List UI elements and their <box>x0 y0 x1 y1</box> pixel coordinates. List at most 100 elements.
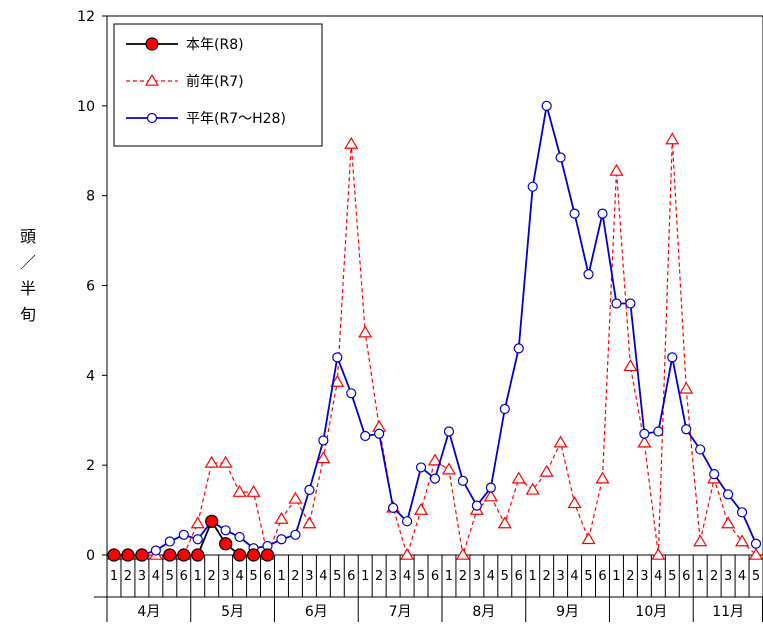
period-label: 5 <box>333 569 341 584</box>
period-label: 2 <box>459 569 467 584</box>
period-label: 4 <box>570 569 578 584</box>
period-label: 3 <box>305 569 313 584</box>
data-point <box>651 547 666 560</box>
data-point <box>441 462 457 475</box>
data-point <box>553 435 568 448</box>
data-point <box>555 152 566 163</box>
data-point <box>413 502 429 515</box>
data-point <box>288 491 303 504</box>
series-previous-year <box>106 132 763 560</box>
data-point <box>595 471 610 484</box>
y-axis-title-char: 旬 <box>20 305 36 324</box>
period-label: 1 <box>277 569 285 584</box>
data-point <box>220 525 231 536</box>
data-point <box>415 462 427 473</box>
period-label: 4 <box>319 569 327 584</box>
period-label: 4 <box>487 569 495 584</box>
period-label: 6 <box>598 569 606 584</box>
data-point <box>611 298 622 309</box>
data-point <box>679 381 694 394</box>
data-point <box>330 374 345 387</box>
data-point <box>177 548 191 562</box>
period-label: 3 <box>473 569 481 584</box>
data-point <box>695 444 706 455</box>
data-point <box>344 136 359 149</box>
period-label: 3 <box>138 569 146 584</box>
data-point <box>234 531 245 543</box>
data-point <box>525 482 540 495</box>
y-tick-label: 10 <box>77 99 95 115</box>
month-label: 11月 <box>712 604 744 620</box>
data-point <box>583 269 594 280</box>
series-layer <box>106 100 763 562</box>
data-point <box>260 548 275 562</box>
data-point <box>358 325 373 338</box>
data-point <box>721 516 736 529</box>
period-label: 3 <box>724 569 732 584</box>
period-label: 5 <box>249 569 257 584</box>
period-label: 5 <box>417 569 425 584</box>
period-label: 2 <box>291 569 299 584</box>
data-point <box>723 489 734 500</box>
period-label: 4 <box>403 569 411 584</box>
y-axis-title-char: ／ <box>20 253 36 272</box>
period-label: 4 <box>152 569 160 584</box>
legend-label: 平年(R7～H28) <box>186 111 286 127</box>
data-point <box>204 455 219 468</box>
period-label: 3 <box>389 569 397 584</box>
y-axis-title-char: 頭 <box>20 227 36 246</box>
data-point <box>427 453 443 466</box>
data-point <box>107 548 121 562</box>
period-label: 4 <box>738 569 746 584</box>
data-point <box>146 112 158 124</box>
data-point <box>667 352 678 363</box>
period-label: 1 <box>361 569 369 584</box>
month-label: 9月 <box>556 604 579 620</box>
data-point <box>499 403 510 415</box>
data-point <box>609 163 624 176</box>
data-point <box>163 548 177 562</box>
period-label: 1 <box>445 569 453 584</box>
data-point <box>665 132 680 145</box>
data-point <box>513 343 524 354</box>
data-point <box>135 548 149 562</box>
period-label: 6 <box>682 569 690 584</box>
data-point <box>539 464 554 477</box>
data-point <box>736 507 748 518</box>
period-label: 6 <box>515 569 523 584</box>
data-point <box>290 529 301 540</box>
data-point <box>401 516 413 527</box>
period-label: 6 <box>347 569 355 584</box>
period-label: 3 <box>640 569 648 584</box>
data-point <box>455 547 470 560</box>
data-point <box>709 469 720 480</box>
data-point <box>302 516 317 529</box>
period-label: 2 <box>375 569 383 584</box>
period-label: 5 <box>668 569 676 584</box>
data-point <box>318 435 329 446</box>
period-label: 2 <box>208 569 216 584</box>
period-label: 1 <box>110 569 118 584</box>
period-label: 1 <box>194 569 202 584</box>
data-point <box>623 359 638 372</box>
month-label: 8月 <box>472 604 495 620</box>
data-point <box>693 534 708 547</box>
data-point <box>346 388 357 399</box>
data-point <box>374 428 385 439</box>
period-label: 5 <box>501 569 509 584</box>
period-label: 6 <box>263 569 271 584</box>
period-label: 1 <box>529 569 537 584</box>
y-axis-title: 頭 ／ 半旬 <box>20 227 36 324</box>
y-tick-label: 8 <box>86 189 95 205</box>
data-point <box>388 502 399 513</box>
period-label: 2 <box>710 569 718 584</box>
data-point <box>527 181 538 192</box>
y-axis-title-char: 半 <box>20 279 36 298</box>
data-point <box>748 547 763 560</box>
legend-label: 本年(R8) <box>186 37 244 53</box>
y-tick-label: 6 <box>86 279 95 295</box>
y-tick-label: 4 <box>86 368 95 384</box>
data-point <box>625 298 636 309</box>
y-tick-label: 0 <box>86 548 95 564</box>
